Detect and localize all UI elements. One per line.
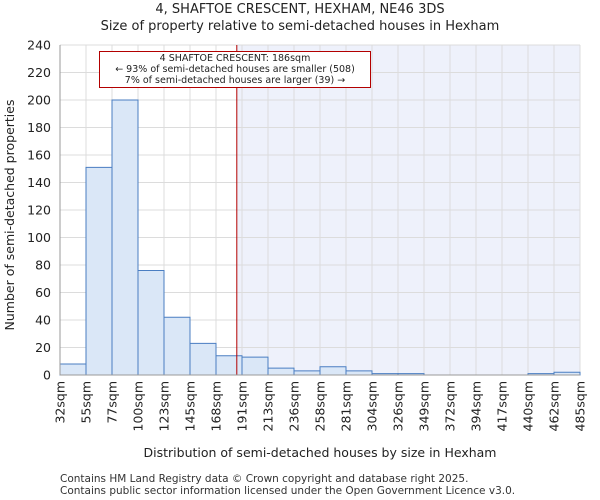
x-tick-label: 372sqm bbox=[443, 381, 458, 431]
y-tick-label: 200 bbox=[27, 93, 51, 108]
bar-100sqm bbox=[137, 270, 165, 376]
x-tick-label: 485sqm bbox=[573, 381, 588, 431]
x-tick-label: 55sqm bbox=[79, 381, 94, 424]
footer-line-2: Contains public sector information licen… bbox=[60, 485, 516, 497]
footer-line-1: Contains HM Land Registry data © Crown c… bbox=[60, 473, 469, 485]
bar-236sqm bbox=[293, 370, 321, 376]
y-tick-labels: 0 20 40 60 80 100 120 140 160 180 200 220 240 bbox=[27, 38, 51, 383]
y-axis-label: Number of semi-detached properties bbox=[2, 100, 17, 331]
x-tick-label: 304sqm bbox=[365, 381, 380, 431]
x-tick-label: 462sqm bbox=[547, 381, 562, 431]
bar-191sqm bbox=[241, 356, 269, 376]
property-annotation: 4 SHAFTOE CRESCENT: 186sqm ← 93% of semi… bbox=[99, 51, 371, 88]
x-tick-label: 213sqm bbox=[261, 381, 276, 431]
y-tick-label: 20 bbox=[35, 340, 51, 355]
y-tick-label: 180 bbox=[27, 120, 51, 135]
y-tick-label: 100 bbox=[27, 230, 51, 245]
annotation-line-3: 7% of semi-detached houses are larger (3… bbox=[124, 75, 346, 86]
x-tick-label: 123sqm bbox=[157, 381, 172, 431]
bar-258sqm bbox=[319, 366, 347, 376]
bar-168sqm bbox=[215, 355, 243, 376]
x-tick-label: 440sqm bbox=[521, 381, 536, 431]
y-tick-label: 120 bbox=[27, 203, 51, 218]
chart-title: 4, SHAFTOE CRESCENT, HEXHAM, NE46 3DS bbox=[155, 2, 445, 17]
y-tick-label: 60 bbox=[35, 285, 51, 300]
x-tick-label: 191sqm bbox=[235, 381, 250, 431]
x-tick-label: 326sqm bbox=[391, 381, 406, 431]
bar-55sqm bbox=[85, 166, 113, 376]
y-tick-label: 140 bbox=[27, 175, 51, 190]
annotation-line-1: 4 SHAFTOE CRESCENT: 186sqm bbox=[159, 53, 311, 64]
x-tick-label: 100sqm bbox=[131, 381, 146, 431]
y-tick-label: 80 bbox=[35, 258, 51, 273]
y-tick-label: 40 bbox=[35, 313, 51, 328]
bar-213sqm bbox=[267, 367, 295, 376]
x-tick-label: 417sqm bbox=[495, 381, 510, 431]
x-tick-label: 32sqm bbox=[53, 381, 68, 424]
x-tick-label: 236sqm bbox=[287, 381, 302, 431]
y-tick-label: 0 bbox=[43, 368, 51, 383]
y-tick-label: 160 bbox=[27, 148, 51, 163]
chart-subtitle: Size of property relative to semi-detach… bbox=[100, 19, 500, 34]
x-tick-label: 168sqm bbox=[209, 381, 224, 431]
histogram-chart: 0 20 40 60 80 100 120 140 160 180 200 220 240 32sqm 5… bbox=[2, 38, 588, 461]
x-axis-label: Distribution of semi-detached houses by … bbox=[144, 445, 497, 460]
annotation-line-2: ← 93% of semi-detached houses are smalle… bbox=[115, 64, 355, 75]
x-tick-label: 394sqm bbox=[469, 381, 484, 431]
x-tick-label: 145sqm bbox=[183, 381, 198, 431]
x-tick-label: 349sqm bbox=[417, 381, 432, 431]
bar-281sqm bbox=[345, 370, 373, 376]
bar-123sqm bbox=[163, 316, 191, 376]
y-tick-label: 220 bbox=[27, 65, 51, 80]
bar-145sqm bbox=[189, 342, 217, 376]
bar-77sqm bbox=[111, 99, 139, 376]
y-tick-label: 240 bbox=[27, 38, 51, 53]
x-tick-label: 281sqm bbox=[339, 381, 354, 431]
x-tick-label: 77sqm bbox=[105, 381, 120, 424]
x-tick-labels: 32sqm 55sqm 77sqm 100sqm 123sqm 145sqm 168sqm 1… bbox=[53, 381, 588, 431]
x-tick-label: 258sqm bbox=[313, 381, 328, 431]
bar-32sqm bbox=[59, 363, 87, 376]
